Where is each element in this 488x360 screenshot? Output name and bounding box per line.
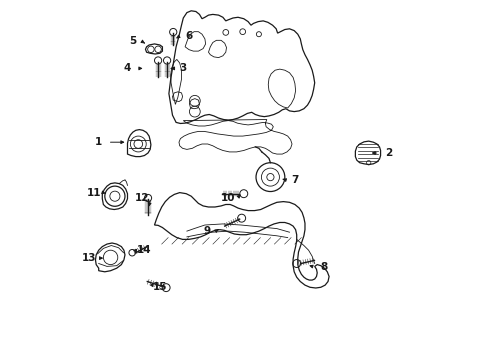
Text: 4: 4 xyxy=(123,63,131,73)
Text: 3: 3 xyxy=(179,63,186,73)
Text: 14: 14 xyxy=(137,245,151,255)
Text: 1: 1 xyxy=(95,137,102,147)
Text: 11: 11 xyxy=(86,188,101,198)
Text: 9: 9 xyxy=(203,226,210,236)
Text: 10: 10 xyxy=(221,193,235,203)
Text: 7: 7 xyxy=(291,175,298,185)
Text: 5: 5 xyxy=(129,36,136,46)
Text: 8: 8 xyxy=(320,262,326,272)
Text: 2: 2 xyxy=(384,148,391,158)
Text: 13: 13 xyxy=(81,253,96,263)
Text: 12: 12 xyxy=(134,193,149,203)
Text: 15: 15 xyxy=(152,282,167,292)
Text: 6: 6 xyxy=(184,31,192,41)
